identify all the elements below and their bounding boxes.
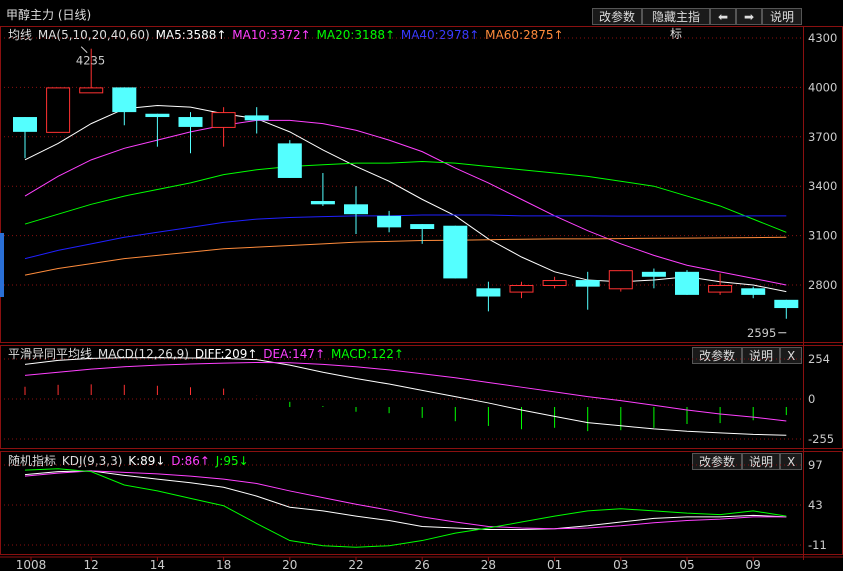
candle-body-down xyxy=(145,113,170,118)
date-tick-label: 09 xyxy=(746,558,761,571)
kdj-line-k xyxy=(24,470,787,530)
params-button[interactable]: 改参数 xyxy=(592,8,642,25)
macd-line-dea xyxy=(24,361,787,422)
macd-close-icon[interactable]: X xyxy=(780,347,802,364)
macd-y-tick-label: 0 xyxy=(808,392,815,406)
y-tick-label: 3100 xyxy=(808,229,837,243)
candle-body-down xyxy=(310,201,335,205)
y-tick-label: 3700 xyxy=(808,130,837,144)
y-tick-label: 4000 xyxy=(808,80,837,94)
candle-body-up xyxy=(211,112,236,128)
candle-body-up xyxy=(79,87,104,94)
candle-body-down xyxy=(13,117,37,132)
kdj-y-tick-label: 97 xyxy=(808,458,823,472)
date-tick-label: 26 xyxy=(415,558,430,571)
candle-body-up xyxy=(608,270,633,290)
date-tick-label: 20 xyxy=(282,558,297,571)
ma-line-ma5 xyxy=(24,105,787,293)
hide-indicator-button[interactable]: 隐藏主指标 xyxy=(642,8,710,41)
ma-legend-label: MA(5,10,20,40,60) xyxy=(37,28,150,42)
help-button[interactable]: 说明 xyxy=(762,8,802,25)
candle-body-down xyxy=(344,204,368,215)
candle-body-down xyxy=(641,271,666,277)
candle-body-down xyxy=(244,115,269,121)
date-tick-label: 1008 xyxy=(16,558,47,571)
kdj-line-d xyxy=(24,470,787,530)
ma-line-ma20 xyxy=(24,160,787,233)
candle-body-down xyxy=(774,299,799,309)
panel-frame xyxy=(0,26,843,343)
date-tick-label: 18 xyxy=(216,558,231,571)
ma-line-ma10 xyxy=(24,119,787,286)
kdj-close-icon[interactable]: X xyxy=(780,453,802,470)
kdj-line-j xyxy=(24,468,787,548)
date-tick-label: 22 xyxy=(348,558,363,571)
y-tick-label: 2800 xyxy=(808,278,837,292)
y-tick-label: 3400 xyxy=(808,179,837,193)
ma-line-ma40 xyxy=(24,214,787,260)
left-arrow-icon[interactable]: ⬅ xyxy=(710,8,736,25)
low-annotation: 2595 xyxy=(747,326,776,340)
date-tick-label: 05 xyxy=(679,558,694,571)
ma-line-ma60 xyxy=(24,236,787,276)
ma10-value: MA10:3372↑ xyxy=(232,28,311,42)
kdj-help-button[interactable]: 说明 xyxy=(742,453,780,470)
macd-value: MACD:122↑ xyxy=(330,347,404,361)
macd-help-button[interactable]: 说明 xyxy=(742,347,780,364)
candle-body-down xyxy=(675,271,699,295)
high-marker-line xyxy=(80,46,88,54)
macd-y-tick-label: 254 xyxy=(808,352,830,366)
candle-body-down xyxy=(575,280,600,287)
macd-y-tick-label: -255 xyxy=(808,432,834,446)
candle-body-up xyxy=(46,87,71,133)
kdj-y-tick-label: 43 xyxy=(808,498,823,512)
date-tick-label: 03 xyxy=(613,558,628,571)
ma-legend-name: 均线 xyxy=(8,28,33,42)
candle-body-up xyxy=(708,285,733,293)
high-annotation: 4235 xyxy=(76,54,105,68)
candle-body-down xyxy=(377,215,402,228)
candle-body-up xyxy=(509,285,534,293)
dea-value: DEA:147↑ xyxy=(263,347,326,361)
diff-value: DIFF:209↑ xyxy=(194,347,258,361)
candle-body-down xyxy=(112,87,137,113)
kdj-y-tick-label: -11 xyxy=(808,538,827,552)
candle-body-down xyxy=(443,225,468,279)
main-title: 甲醇主力 (日线) xyxy=(6,6,93,24)
y-tick-label: 4300 xyxy=(808,31,837,45)
candle-body-up xyxy=(542,280,567,286)
candle-body-down xyxy=(741,288,766,295)
candle-body-down xyxy=(476,288,501,297)
candle-body-down xyxy=(178,117,203,127)
chart-title-text: 甲醇主力 (日线) xyxy=(6,8,92,22)
macd-line-diff xyxy=(24,357,787,436)
date-tick-label: 14 xyxy=(150,558,165,571)
left-scroll-marker xyxy=(0,233,4,297)
date-tick-label: 28 xyxy=(481,558,496,571)
panel-frame xyxy=(0,451,843,555)
date-tick-label: 01 xyxy=(547,558,562,571)
macd-title: 平滑异同平均线 xyxy=(8,347,93,361)
candle-body-down xyxy=(410,224,435,230)
candle-body-down xyxy=(277,143,302,178)
right-arrow-icon[interactable]: ➡ xyxy=(736,8,762,25)
date-tick-label: 12 xyxy=(84,558,99,571)
